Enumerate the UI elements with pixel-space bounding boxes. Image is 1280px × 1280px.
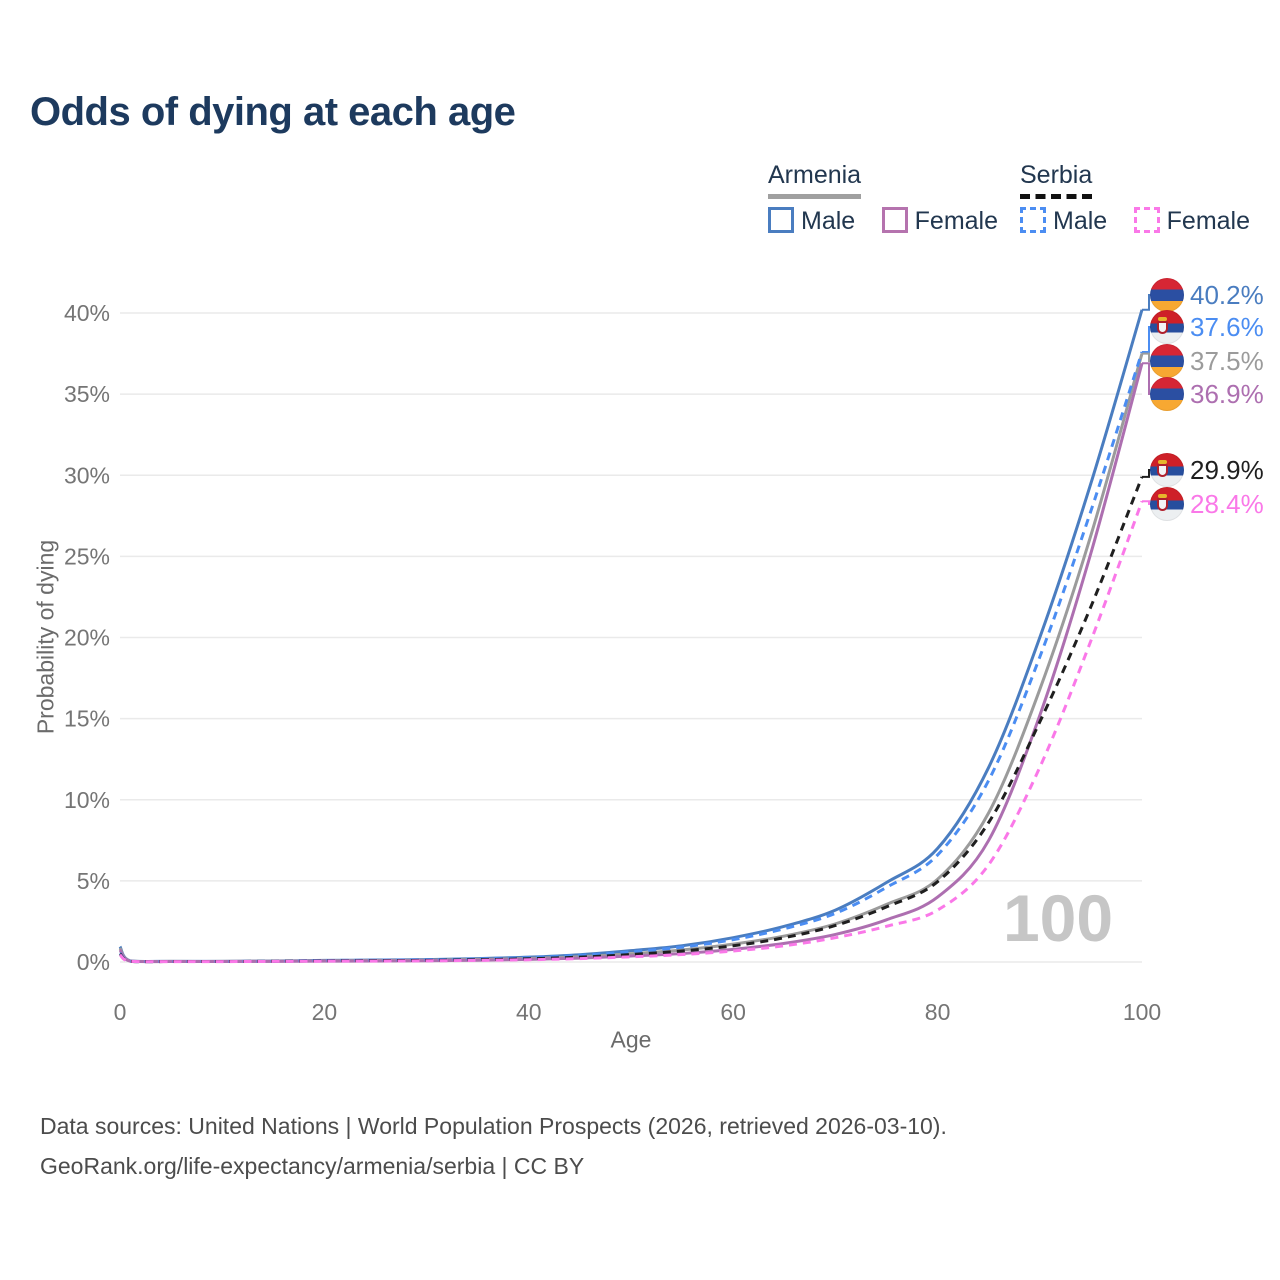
y-tick-label: 20% xyxy=(64,625,110,651)
end-label-value: 37.6% xyxy=(1190,311,1264,342)
end-label-value: 28.4% xyxy=(1190,488,1264,519)
y-tick-label: 15% xyxy=(64,706,110,732)
y-tick-label: 35% xyxy=(64,381,110,407)
legend-serbia-title: Serbia xyxy=(1020,161,1093,199)
footer: Data sources: United Nations | World Pop… xyxy=(40,1106,947,1186)
legend-armenia-items: Male Female xyxy=(768,206,1020,236)
serbia-flag-icon xyxy=(1150,453,1184,487)
end-label-value: 36.9% xyxy=(1190,378,1264,409)
end-label-armenia-both-sexes: 37.5% xyxy=(1150,344,1264,378)
y-tick-label: 0% xyxy=(77,949,110,975)
legend-item-armenia-male[interactable]: Male xyxy=(768,206,856,236)
series-line-armenia-both-sexes xyxy=(118,353,1144,964)
end-label-serbia-female: 28.4% xyxy=(1150,487,1264,521)
end-label-armenia-male: 40.2% xyxy=(1150,278,1264,312)
x-tick-label: 40 xyxy=(516,999,542,1025)
attribution-line: GeoRank.org/life-expectancy/armenia/serb… xyxy=(40,1153,585,1179)
legend-serbia-items: Male Female xyxy=(1020,206,1272,236)
serbia-flag-icon xyxy=(1150,310,1184,344)
end-label-value: 40.2% xyxy=(1190,279,1264,310)
serbia-male-swatch-icon xyxy=(1020,206,1046,233)
armenia-male-swatch-icon xyxy=(768,206,794,233)
x-tick-label: 20 xyxy=(312,999,338,1025)
legend-item-serbia-male[interactable]: Male xyxy=(1020,206,1108,236)
armenia-flag-icon xyxy=(1150,344,1184,378)
legend-item-serbia-female[interactable]: Female xyxy=(1133,206,1251,236)
series-line-serbia-female xyxy=(118,500,1144,964)
y-tick-label: 10% xyxy=(64,787,110,813)
armenia-flag-icon xyxy=(1150,278,1184,312)
series-line-armenia-female xyxy=(118,362,1144,964)
x-tick-label: 0 xyxy=(114,999,127,1025)
series-line-serbia-male xyxy=(118,351,1144,964)
legend-serbia-male-label: Male xyxy=(1053,206,1108,235)
x-axis-title: Age xyxy=(610,1026,652,1053)
chart-title: Odds of dying at each age xyxy=(30,90,516,134)
legend-group-armenia: Armenia Male Female xyxy=(768,161,1020,236)
legend-armenia-female-label: Female xyxy=(914,206,999,235)
legend-group-serbia: Serbia Male Female xyxy=(1020,161,1272,236)
legend-item-armenia-female[interactable]: Female xyxy=(881,206,999,236)
armenia-female-swatch-icon xyxy=(881,206,908,233)
end-label-armenia-female: 36.9% xyxy=(1150,377,1264,411)
serbia-flag-icon xyxy=(1150,487,1184,521)
end-label-serbia-male: 37.6% xyxy=(1150,310,1264,344)
end-label-value: 37.5% xyxy=(1190,345,1264,376)
series-line-armenia-male xyxy=(118,309,1144,964)
end-label-value: 29.9% xyxy=(1190,454,1264,485)
armenia-flag-icon xyxy=(1150,377,1184,411)
y-tick-label: 5% xyxy=(77,868,110,894)
legend-serbia-female-label: Female xyxy=(1166,206,1251,235)
y-tick-label: 40% xyxy=(64,300,110,326)
y-axis-title: Probability of dying xyxy=(32,539,59,735)
serbia-female-swatch-icon xyxy=(1133,206,1160,233)
legend-armenia-title: Armenia xyxy=(768,161,862,199)
legend-armenia-male-label: Male xyxy=(801,206,856,235)
x-tick-label: 80 xyxy=(925,999,951,1025)
x-tick-label: 60 xyxy=(720,999,746,1025)
x-tick-label: 100 xyxy=(1123,999,1161,1025)
end-label-serbia-both-sexes: 29.9% xyxy=(1150,453,1264,487)
y-tick-label: 25% xyxy=(64,543,110,569)
y-tick-label: 30% xyxy=(64,462,110,488)
chart-watermark: 100 xyxy=(1002,881,1114,955)
data-sources-line: Data sources: United Nations | World Pop… xyxy=(40,1113,947,1139)
